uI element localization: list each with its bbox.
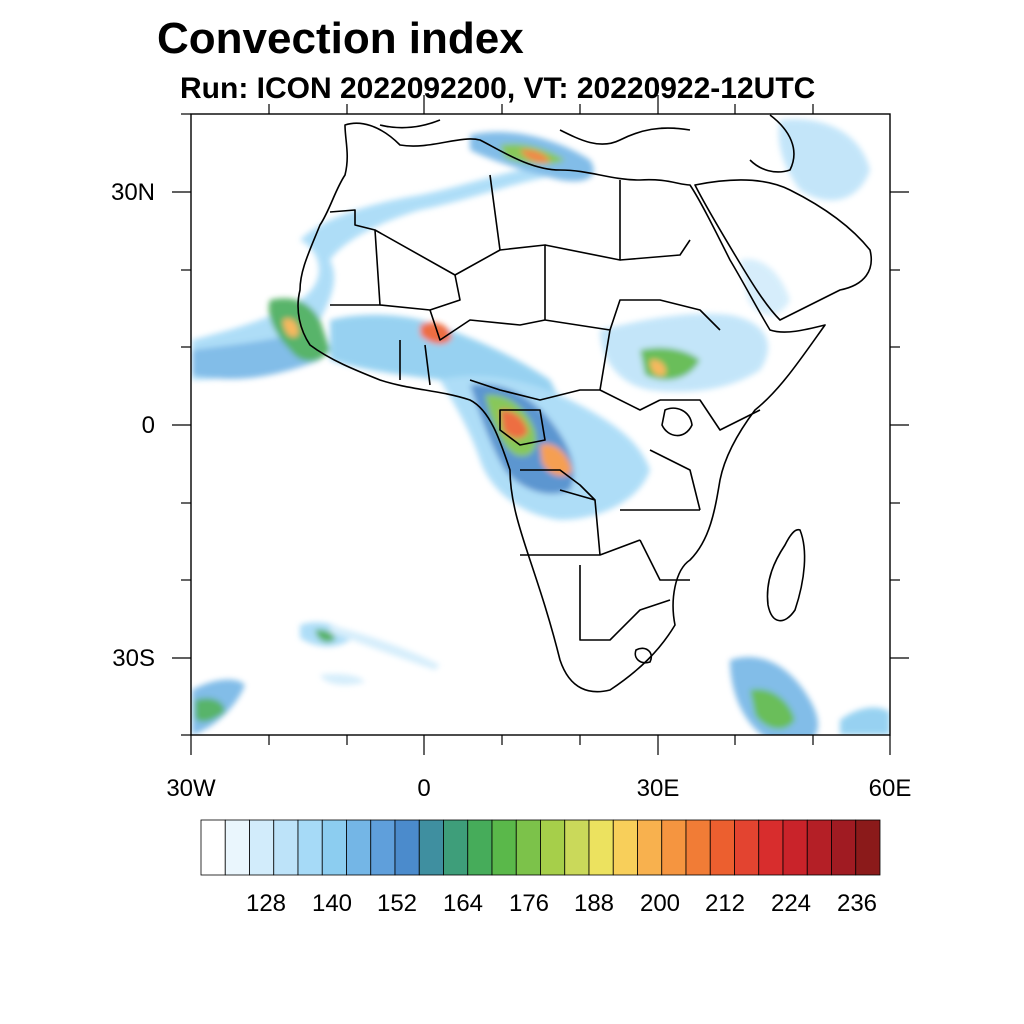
colorbar-label: 188 (573, 890, 615, 917)
colorbar-swatch (321, 819, 347, 876)
coastline-borders (297, 114, 872, 693)
colorbar-swatch (661, 819, 687, 876)
colorbar-label: 140 (311, 890, 353, 917)
colorbar-swatch (588, 819, 614, 876)
lat-label-30s: 30S (112, 645, 155, 672)
colorbar-swatch (564, 819, 590, 876)
map-subtitle: Run: ICON 2022092200, VT: 20220922-12UTC (180, 72, 816, 105)
convection-field-layer (192, 114, 890, 735)
lon-ticks (190, 95, 891, 755)
colorbar-swatch (831, 819, 857, 876)
lat-ticks (172, 113, 909, 736)
colorbar-swatch (806, 819, 832, 876)
colorbar-swatch (297, 819, 323, 876)
colorbar-label: 200 (639, 890, 681, 917)
colorbar-swatch (418, 819, 444, 876)
map-title: Convection index (157, 14, 524, 63)
lat-label-0: 0 (141, 412, 155, 439)
colorbar-swatch (709, 819, 735, 876)
colorbar-swatch (612, 819, 638, 876)
colorbar-label: 152 (376, 890, 418, 917)
lon-label-60e: 60E (868, 775, 912, 802)
colorbar-label: 212 (704, 890, 746, 917)
colorbar-label: 224 (770, 890, 812, 917)
colorbar-swatch (782, 819, 808, 876)
lat-label-30n: 30N (110, 179, 155, 206)
colorbar-swatch (273, 819, 299, 876)
colorbar-swatch (224, 819, 250, 876)
lon-label-30e: 30E (636, 775, 680, 802)
colorbar-swatch (515, 819, 541, 876)
colorbar-swatch (758, 819, 784, 876)
colorbar-swatch (394, 819, 420, 876)
colorbar-swatch (855, 819, 881, 876)
colorbar-swatch (637, 819, 663, 876)
colorbar-swatch (370, 819, 396, 876)
colorbar-swatch (443, 819, 469, 876)
colorbar (200, 819, 881, 876)
colorbar-swatch (540, 819, 566, 876)
colorbar-label: 128 (245, 890, 287, 917)
colorbar-swatch (734, 819, 760, 876)
colorbar-label: 236 (836, 890, 878, 917)
colorbar-label: 176 (508, 890, 550, 917)
colorbar-swatch (467, 819, 493, 876)
colorbar-swatch (491, 819, 517, 876)
colorbar-label: 164 (442, 890, 484, 917)
lon-label-30w: 30W (166, 775, 216, 802)
colorbar-swatch (200, 819, 226, 876)
colorbar-swatch (685, 819, 711, 876)
colorbar-swatch (249, 819, 275, 876)
lon-label-0: 0 (417, 775, 431, 802)
colorbar-swatch (346, 819, 372, 876)
